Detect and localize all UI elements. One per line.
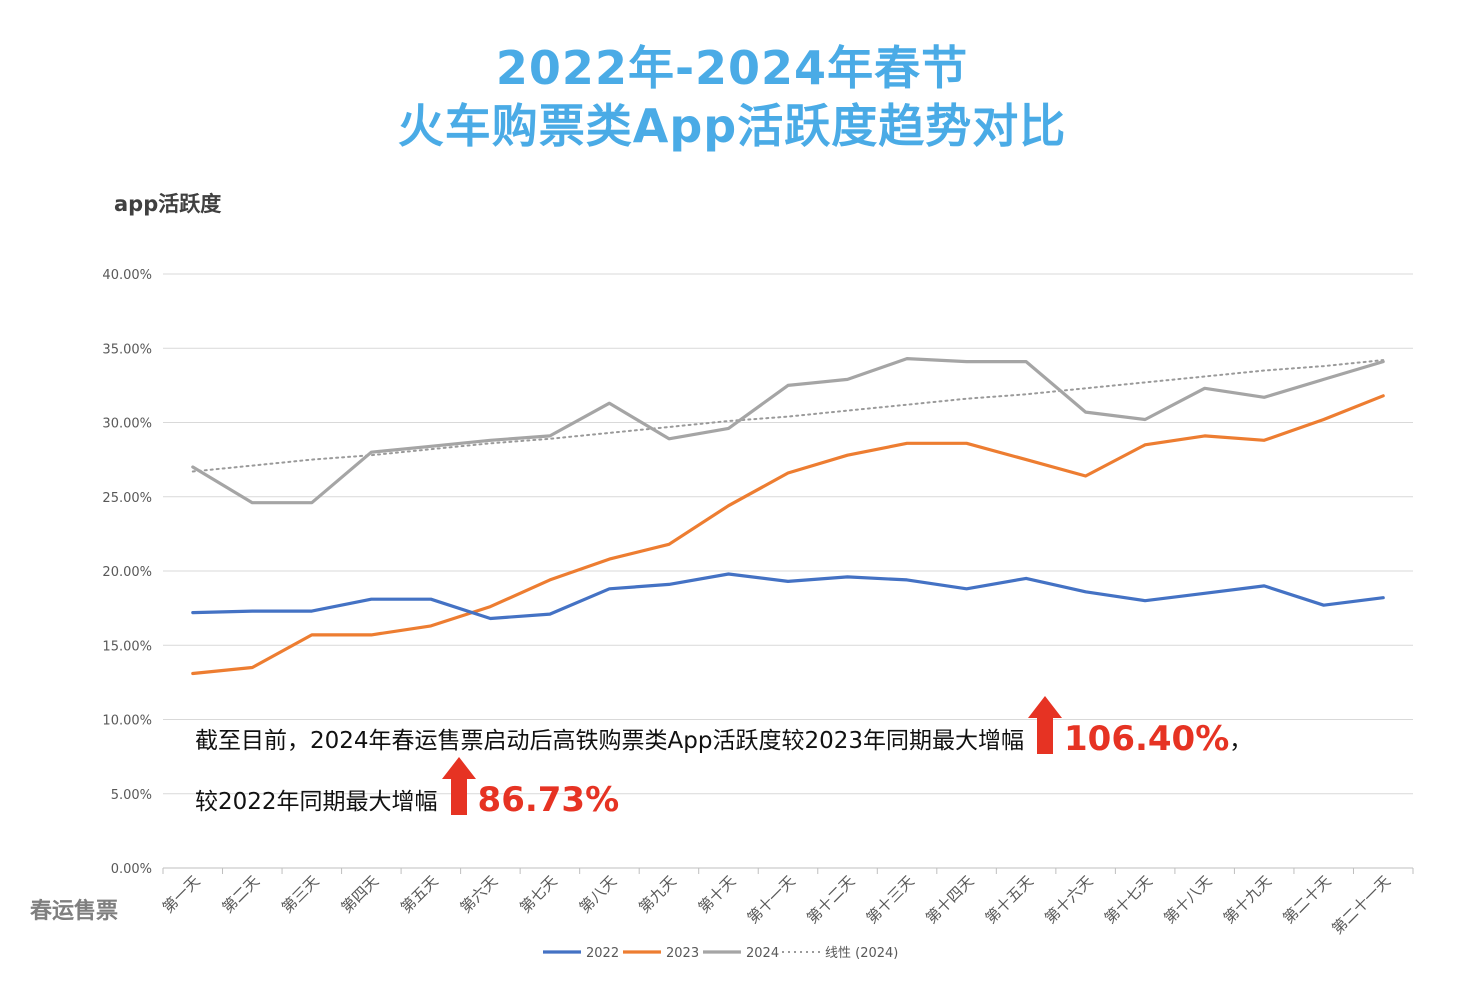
annotation-tail: ， <box>1229 728 1253 754</box>
annotation-pct-2022: 86.73% <box>477 780 620 820</box>
y-tick-label: 40.00% <box>102 268 152 283</box>
x-tick-label: 第四天 <box>338 872 383 917</box>
y-tick-label: 35.00% <box>102 342 152 357</box>
series-lines <box>191 357 1385 676</box>
x-tick-label: 第七天 <box>516 872 561 917</box>
x-tick-label: 第十四天 <box>922 872 977 927</box>
x-tick-label: 第二十一天 <box>1328 872 1394 938</box>
legend-label: 2024 <box>746 946 779 961</box>
x-tick-label: 第十六天 <box>1041 872 1096 927</box>
annotation-text-2: 较2022年同期最大增幅 <box>195 789 438 815</box>
x-tick-label: 第十天 <box>695 872 740 917</box>
x-tick-label: 第六天 <box>457 872 502 917</box>
legend-label: 线性 (2024) <box>825 946 898 961</box>
x-tick-label: 第十七天 <box>1101 872 1156 927</box>
annotation-pct-2023: 106.40% <box>1064 719 1230 759</box>
x-tick-labels: 第一天 第二天 第三天 第四天 第五天 第六天 第七天 第八天 第九天 第十天 第十一天 第十二天 第十… <box>159 872 1394 938</box>
chart-title-line2: 火车购票类App活跃度趋势对比 <box>397 99 1067 153</box>
y-tick-label: 15.00% <box>102 639 152 654</box>
legend-label: 2023 <box>666 946 699 961</box>
y-tick-label: 30.00% <box>102 417 152 432</box>
x-tick-label: 第三天 <box>278 872 323 917</box>
x-tick-label: 第一天 <box>159 872 204 917</box>
x-tick-label: 第十九天 <box>1220 872 1275 927</box>
x-tick-label: 第九天 <box>635 872 680 917</box>
x-tick-label: 第十二天 <box>803 872 858 927</box>
up-arrow-icon <box>441 757 476 821</box>
x-tick-label: 第五天 <box>397 872 442 917</box>
y-tick-labels: 0.00% 5.00% 10.00% 15.00% 20.00% 25.00% 30.00%… <box>102 268 152 877</box>
legend: 2022 2023 2024 线性 (2024) <box>543 946 898 961</box>
x-tick-label: 第十八天 <box>1160 872 1215 927</box>
annotation-line-2: 较2022年同期最大增幅 86.73% <box>195 757 619 821</box>
x-tick-label: 第十一天 <box>744 872 799 927</box>
y-tick-label: 10.00% <box>102 714 152 729</box>
series-line-线性 (2024) <box>191 359 1385 473</box>
annotation-line-1: 截至目前，2024年春运售票启动后高铁购票类App活跃度较2023年同期最大增幅… <box>195 696 1252 760</box>
chart-title-line1: 2022年-2024年春节 <box>495 41 969 95</box>
series-line-2024 <box>191 357 1385 505</box>
y-tick-label: 20.00% <box>102 565 152 580</box>
x-tick-label: 第二天 <box>219 872 264 917</box>
y-axis-label: app活跃度 <box>114 192 222 216</box>
y-tick-label: 25.00% <box>102 491 152 506</box>
annotation-text-1: 截至目前，2024年春运售票启动后高铁购票类App活跃度较2023年同期最大增幅 <box>195 728 1024 754</box>
x-axis <box>162 867 1414 874</box>
x-tick-label: 第八天 <box>576 872 621 917</box>
series-line-2022 <box>191 572 1385 621</box>
y-tick-label: 5.00% <box>111 788 152 803</box>
y-tick-label: 0.00% <box>111 862 152 877</box>
grid-lines <box>163 273 1413 795</box>
x-tick-label: 第二十天 <box>1279 872 1334 927</box>
series-line-2023 <box>191 394 1385 676</box>
x-tick-label: 第十五天 <box>982 872 1037 927</box>
up-arrow-icon <box>1028 696 1062 760</box>
x-tick-label: 第十三天 <box>863 872 918 927</box>
side-label: 春运售票 <box>30 899 119 924</box>
legend-label: 2022 <box>586 946 619 961</box>
